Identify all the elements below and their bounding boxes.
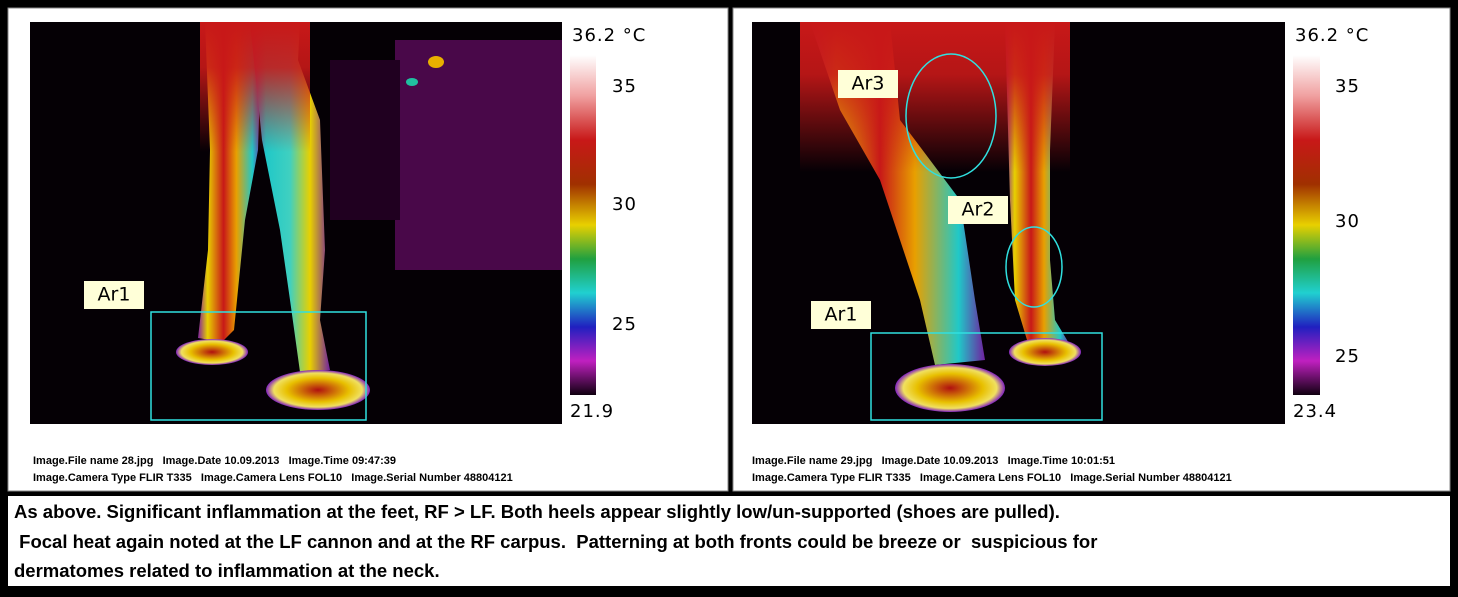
area-label: Ar1 (825, 304, 858, 326)
caption: Image.File name 28.jpg Image.Date 10.09.… (33, 455, 396, 467)
scale-tick: 25 (1335, 346, 1360, 367)
caption: Image.Camera Type FLIR T335 Image.Camera… (752, 472, 1232, 484)
color-bar (1293, 55, 1320, 395)
note-line: Focal heat again noted at the LF cannon … (14, 531, 1097, 552)
caption: Image.File name 29.jpg Image.Date 10.09.… (752, 455, 1115, 467)
color-bar (570, 55, 596, 395)
area-label: Ar2 (962, 199, 995, 221)
scale-max: 36.2 °C (1295, 25, 1369, 46)
scale-tick: 25 (612, 314, 637, 335)
note-line: dermatomes related to inflammation at th… (14, 560, 440, 581)
area-label: Ar1 (98, 284, 131, 306)
note-line: As above. Significant inflammation at th… (14, 501, 1060, 522)
scale-min: 23.4 (1293, 401, 1337, 422)
scale-max: 36.2 °C (572, 25, 646, 46)
area-label: Ar3 (852, 73, 885, 95)
scale-tick: 35 (1335, 76, 1360, 97)
thermal-image: Ar1 (30, 22, 562, 424)
scale-tick: 30 (612, 194, 637, 215)
thermal-image: Ar3 Ar2 Ar1 (752, 22, 1285, 424)
scale-tick: 30 (1335, 211, 1360, 232)
notes-box (8, 496, 1450, 586)
scale-min: 21.9 (570, 401, 614, 422)
caption: Image.Camera Type FLIR T335 Image.Camera… (33, 472, 513, 484)
scale-tick: 35 (612, 76, 637, 97)
